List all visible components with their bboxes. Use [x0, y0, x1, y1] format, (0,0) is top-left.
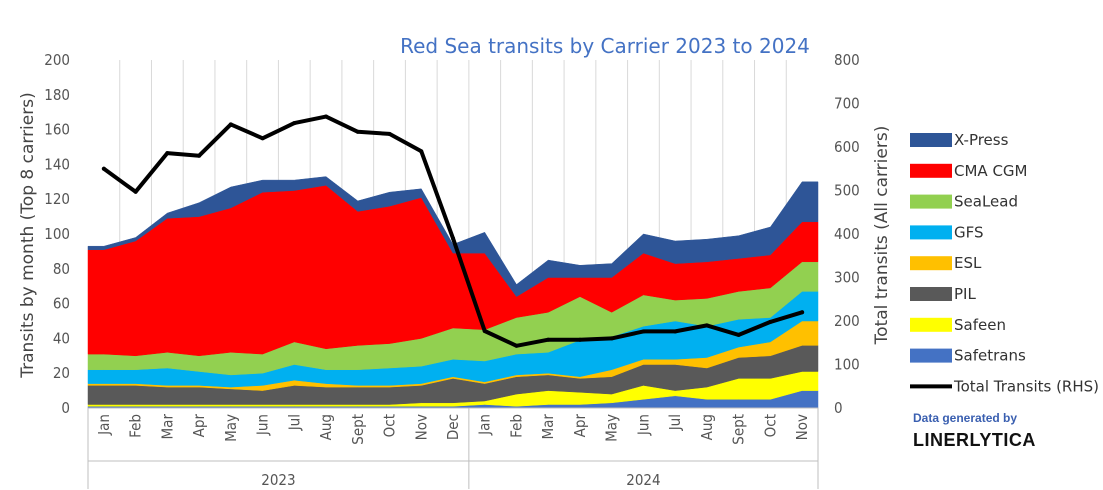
y-tick-label: 0 — [61, 399, 70, 417]
y-tick-label: 80 — [53, 260, 70, 278]
total-transits-point — [800, 310, 805, 315]
x-tick-label: Oct — [381, 414, 399, 437]
legend-label: Safeen — [954, 316, 1006, 334]
total-transits-point — [641, 329, 646, 334]
total-transits-point — [355, 129, 360, 134]
y-tick-label: 120 — [44, 190, 70, 208]
legend-swatch — [910, 194, 952, 209]
x-tick-label: Oct — [761, 414, 779, 437]
legend-label: CMA CGM — [954, 162, 1027, 180]
legend-label: Total Transits (RHS) — [953, 377, 1099, 395]
x-tick-label: Mar — [539, 414, 557, 440]
x-tick-label: Nov — [793, 414, 811, 440]
y-tick-label: 160 — [44, 121, 70, 139]
total-transits-point — [165, 151, 170, 156]
total-transits-point — [292, 121, 297, 126]
y-tick-label: 100 — [44, 225, 70, 243]
x-tick-label: Feb — [507, 414, 525, 438]
legend-label: GFS — [954, 223, 984, 241]
total-transits-point — [577, 337, 582, 342]
total-transits-point — [673, 329, 678, 334]
x-tick-label: Apr — [571, 414, 589, 438]
credit-logo: LINERLYTICA — [913, 430, 1036, 450]
legend-swatch — [910, 287, 952, 301]
y-tick-label: 140 — [44, 155, 70, 173]
total-transits-point — [133, 189, 138, 194]
x-tick-label: May — [603, 414, 621, 442]
x-tick-label: May — [222, 414, 240, 442]
x-tick-label: Dec — [444, 414, 462, 440]
total-transits-point — [324, 114, 329, 119]
legend-label: PIL — [954, 285, 976, 303]
y2-tick-label: 800 — [834, 51, 860, 69]
total-transits-point — [514, 343, 519, 348]
total-transits-point — [546, 337, 551, 342]
y-tick-label: 60 — [53, 295, 70, 313]
y-tick-label: 200 — [44, 51, 70, 69]
y2-tick-label: 0 — [834, 399, 843, 417]
y2-tick-label: 400 — [834, 225, 860, 243]
total-transits-point — [736, 332, 741, 337]
x-tick-label: Feb — [127, 414, 145, 438]
y2-tick-label: 300 — [834, 269, 860, 287]
x-tick-label: Sept — [730, 414, 748, 445]
total-transits-point — [451, 236, 455, 241]
y-tick-label: 20 — [53, 364, 70, 382]
year-group-label: 2023 — [261, 471, 295, 489]
legend-swatch — [910, 348, 952, 363]
legend-label: SeaLead — [954, 193, 1018, 211]
chart-title: Red Sea transits by Carrier 2023 to 2024 — [400, 34, 810, 58]
y2-tick-label: 700 — [834, 95, 860, 113]
x-tick-label: Jan — [476, 414, 494, 436]
x-tick-label: Jun — [634, 414, 652, 436]
plot-area: 0 20 40 60 80 100 120 140 160 180 200 0 100 200 300 400… — [44, 51, 860, 489]
total-transits-point — [387, 131, 392, 136]
y-axis-title: Transits by month (Top 8 carriers) — [18, 92, 38, 378]
area-x-press — [87, 176, 819, 297]
legend-swatch — [910, 256, 952, 271]
total-transits-point — [260, 136, 265, 141]
x-tick-label: Aug — [698, 414, 716, 440]
x-tick-label: Jan — [95, 414, 113, 436]
x-tick-label: Apr — [190, 414, 208, 438]
x-tick-label: Jun — [254, 414, 272, 436]
y-tick-label: 180 — [44, 86, 70, 104]
legend-label: X-Press — [954, 131, 1009, 149]
x-tick-label: Aug — [317, 414, 335, 440]
legend-swatch — [910, 225, 952, 240]
x-tick-label: Jul — [666, 414, 684, 431]
y-tick-label: 40 — [53, 329, 70, 347]
x-tick-label: Jul — [285, 414, 303, 431]
legend-swatch — [910, 317, 952, 332]
total-transits-point — [197, 153, 202, 158]
y2-tick-label: 100 — [834, 356, 860, 374]
y2-tick-label: 200 — [834, 312, 860, 330]
y2-tick-label: 600 — [834, 138, 860, 156]
legend-swatch — [910, 163, 952, 178]
x-tick-label: Nov — [412, 414, 430, 440]
legend-swatch — [910, 133, 952, 147]
x-tick-label: Mar — [158, 414, 176, 440]
y2-axis-title: Total transits (All carriers) — [872, 126, 892, 346]
total-transits-point — [101, 166, 106, 171]
legend-label: Safetrans — [954, 347, 1026, 365]
x-tick-label: Sept — [349, 414, 367, 445]
total-transits-point — [482, 329, 487, 334]
total-transits-point — [609, 336, 614, 341]
total-transits-point — [419, 149, 424, 154]
total-transits-point — [704, 323, 709, 328]
credit-line1: Data generated by — [913, 411, 1017, 425]
legend: X-Press CMA CGM SeaLead GFS ESL PIL Safeen Safe… — [910, 131, 1099, 395]
year-group-label: 2024 — [626, 471, 660, 489]
y2-tick-label: 500 — [834, 182, 860, 200]
legend-label: ESL — [954, 254, 982, 272]
total-transits-point — [768, 319, 773, 324]
total-transits-point — [228, 122, 233, 127]
